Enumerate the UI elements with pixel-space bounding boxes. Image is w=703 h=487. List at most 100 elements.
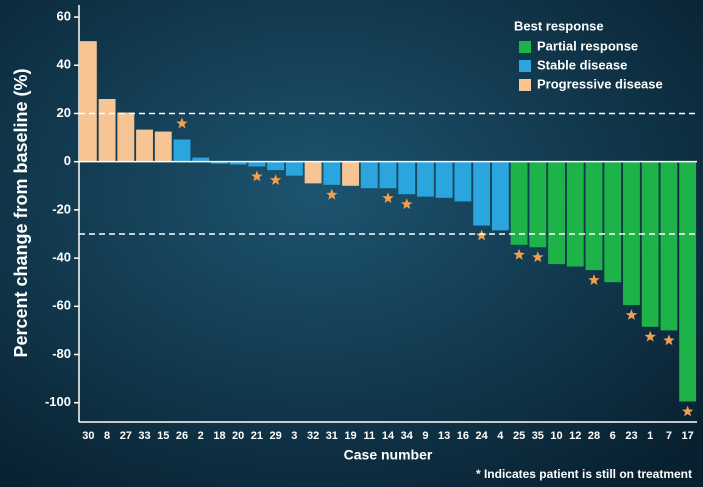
x-tick-label: 4	[497, 430, 504, 442]
y-tick-label: -80	[52, 346, 71, 361]
y-tick-label: 0	[64, 153, 71, 168]
bar	[229, 161, 247, 165]
bar	[604, 161, 622, 283]
y-axis-title: Percent change from baseline (%)	[11, 68, 31, 357]
x-tick-label: 11	[363, 430, 375, 442]
on-treatment-star	[176, 117, 188, 129]
y-tick-label: -100	[45, 394, 71, 409]
on-treatment-star	[663, 334, 675, 346]
x-tick-label: 35	[532, 430, 544, 442]
x-axis-title: Case number	[344, 447, 433, 463]
bar	[435, 161, 453, 198]
x-tick-label: 7	[666, 430, 672, 442]
x-tick-label: 15	[157, 430, 169, 442]
on-treatment-star	[532, 251, 544, 263]
bar	[211, 161, 228, 164]
bar	[248, 161, 266, 167]
y-tick-label: 60	[57, 8, 71, 23]
bar	[641, 161, 659, 327]
legend-swatch	[519, 60, 531, 72]
on-treatment-star	[644, 330, 656, 342]
x-tick-label: 33	[138, 430, 150, 442]
on-treatment-star	[251, 170, 263, 182]
legend-swatch	[519, 79, 531, 91]
bar	[379, 161, 397, 189]
legend-label: Stable disease	[537, 57, 627, 72]
bar	[566, 161, 584, 267]
x-tick-label: 29	[270, 430, 282, 442]
bar	[267, 161, 285, 171]
x-tick-label: 18	[213, 430, 225, 442]
bar	[173, 139, 191, 162]
x-tick-label: 8	[104, 430, 110, 442]
x-tick-label: 24	[476, 430, 489, 442]
bar	[285, 161, 303, 176]
legend-label: Progressive disease	[537, 76, 663, 91]
on-treatment-star	[269, 174, 282, 185]
x-tick-label: 20	[232, 430, 244, 442]
on-treatment-star	[401, 198, 413, 210]
bar	[660, 161, 678, 331]
on-treatment-star	[513, 248, 525, 260]
bar	[117, 112, 135, 162]
x-tick-label: 2	[198, 430, 204, 442]
bar	[417, 161, 434, 197]
on-treatment-star	[588, 274, 600, 285]
x-tick-label: 16	[457, 430, 469, 442]
bar	[491, 161, 509, 231]
y-tick-label: -40	[52, 250, 71, 265]
x-tick-label: 25	[513, 430, 525, 442]
y-tick-label: -20	[52, 201, 71, 216]
x-tick-label: 9	[422, 430, 428, 442]
x-tick-label: 34	[401, 430, 414, 442]
x-tick-label: 17	[682, 430, 694, 442]
x-tick-label: 23	[625, 430, 637, 442]
x-tick-label: 26	[176, 430, 188, 442]
bar	[585, 161, 603, 271]
bar	[342, 161, 359, 186]
bar	[192, 157, 210, 162]
bar	[360, 161, 378, 189]
x-tick-label: 19	[344, 430, 356, 442]
y-tick-label: 20	[57, 105, 71, 120]
on-treatment-star	[681, 405, 694, 417]
x-tick-label: 32	[307, 430, 319, 442]
legend-title: Best response	[514, 18, 604, 33]
bar	[154, 131, 172, 162]
bar	[136, 129, 153, 162]
bar	[454, 161, 472, 202]
legend-swatch	[519, 41, 531, 53]
bar	[398, 161, 416, 195]
bar	[473, 161, 491, 226]
bar	[510, 161, 528, 245]
x-tick-label: 13	[438, 430, 450, 442]
y-tick-label: -60	[52, 298, 71, 313]
x-tick-label: 21	[251, 430, 263, 442]
x-tick-label: 31	[326, 430, 338, 442]
bar	[304, 161, 322, 184]
bar	[323, 161, 341, 185]
x-tick-label: 12	[569, 430, 581, 442]
bar	[548, 161, 565, 265]
legend-label: Partial response	[537, 38, 638, 53]
bar	[529, 161, 547, 248]
x-tick-label: 14	[382, 430, 395, 442]
bar	[98, 99, 116, 162]
x-tick-label: 10	[550, 430, 562, 442]
footnote: * Indicates patient is still on treatmen…	[476, 467, 692, 481]
x-tick-label: 27	[120, 430, 132, 442]
x-tick-label: 3	[291, 430, 297, 442]
on-treatment-star	[475, 229, 488, 241]
on-treatment-star	[625, 309, 638, 320]
bar	[79, 41, 97, 162]
on-treatment-star	[382, 192, 394, 203]
x-tick-label: 28	[588, 430, 600, 442]
bar	[679, 161, 697, 402]
y-tick-label: 40	[57, 57, 71, 72]
on-treatment-star	[326, 188, 338, 200]
x-tick-label: 6	[610, 430, 616, 442]
x-tick-label: 30	[82, 430, 94, 442]
x-tick-label: 1	[647, 430, 653, 442]
